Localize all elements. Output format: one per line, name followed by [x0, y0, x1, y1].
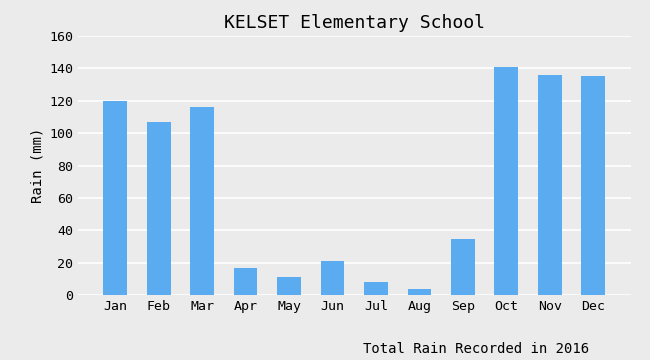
- Bar: [364, 282, 388, 295]
- Bar: [408, 289, 432, 295]
- Bar: [451, 238, 475, 295]
- Bar: [495, 67, 519, 295]
- Bar: [147, 122, 170, 295]
- Bar: [277, 277, 301, 295]
- Bar: [103, 101, 127, 295]
- Bar: [582, 77, 605, 295]
- Bar: [538, 75, 562, 295]
- Bar: [320, 261, 344, 295]
- Y-axis label: Rain (mm): Rain (mm): [31, 128, 45, 203]
- Title: KELSET Elementary School: KELSET Elementary School: [224, 14, 485, 32]
- X-axis label: Total Rain Recorded in 2016: Total Rain Recorded in 2016: [363, 342, 589, 356]
- Bar: [190, 107, 214, 295]
- Bar: [233, 267, 257, 295]
